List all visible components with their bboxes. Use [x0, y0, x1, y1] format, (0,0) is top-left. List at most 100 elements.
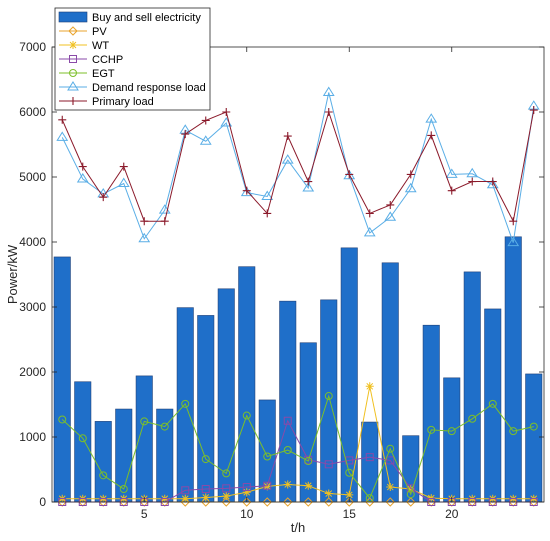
data-point: [240, 186, 253, 197]
data-point: [99, 193, 108, 202]
legend-marker: [69, 97, 77, 105]
data-point: [406, 484, 415, 493]
data-point: [222, 492, 231, 501]
legend-marker: [69, 69, 77, 77]
bar: [299, 342, 317, 503]
plot-frame: [51, 46, 545, 503]
data-point: [283, 480, 292, 489]
bar: [53, 256, 71, 503]
legend-label: WT: [92, 40, 109, 52]
data-point: [529, 422, 538, 431]
x-tick-label: 15: [343, 507, 357, 521]
data-point: [262, 497, 272, 507]
y-tick-label: 0: [39, 495, 46, 509]
data-point: [78, 162, 87, 171]
data-point: [302, 182, 315, 192]
data-point: [384, 211, 397, 221]
bar: [443, 377, 461, 503]
data-point: [281, 154, 294, 164]
data-point: [386, 200, 395, 209]
y-tick-label: 1000: [19, 430, 46, 444]
legend-marker: [67, 81, 79, 91]
data-point: [181, 130, 190, 139]
x-tick-label: 20: [445, 507, 459, 521]
data-point: [261, 190, 274, 200]
data-point: [242, 488, 251, 497]
data-point: [222, 108, 231, 116]
data-point: [201, 493, 210, 502]
data-point: [324, 460, 333, 469]
data-point: [404, 182, 417, 193]
data-point: [406, 497, 416, 507]
data-point: [283, 416, 292, 425]
series-5: [58, 106, 538, 226]
legend-entry: PV: [59, 26, 107, 38]
data-point: [427, 131, 436, 140]
x-axis-label: t/h: [291, 520, 305, 535]
legend-entry: WT: [59, 40, 109, 52]
bar: [197, 315, 215, 503]
data-point: [529, 106, 538, 115]
bar: [525, 373, 543, 503]
bar: [381, 262, 399, 503]
y-tick-label: 7000: [19, 40, 46, 54]
data-point: [56, 131, 69, 141]
data-point: [507, 236, 520, 247]
data-point: [76, 173, 89, 183]
plot-border: [51, 46, 545, 503]
data-point: [345, 490, 354, 499]
bar: [279, 300, 297, 503]
bar: [320, 299, 338, 503]
data-point: [283, 132, 292, 141]
data-point: [386, 483, 395, 492]
data-point: [363, 226, 376, 237]
data-point: [242, 483, 251, 492]
legend-label: EGT: [92, 68, 115, 80]
data-point: [304, 177, 313, 186]
data-point: [324, 497, 334, 507]
legend-entry: Demand response load: [59, 81, 206, 94]
legend-label: CCHP: [92, 54, 123, 66]
series-line: [61, 109, 535, 223]
bar: [463, 271, 481, 503]
data-point: [119, 162, 128, 171]
data-point: [58, 115, 67, 124]
data-point: [406, 485, 415, 493]
data-point: [509, 427, 518, 436]
data-point: [263, 452, 272, 461]
data-point: [199, 135, 212, 145]
data-point: [222, 469, 231, 478]
data-point: [386, 456, 395, 465]
bar: [361, 421, 379, 503]
data-point: [509, 217, 518, 226]
data-point: [365, 209, 374, 218]
bar: [484, 308, 502, 503]
legend: Buy and sell electricity PV WT CCHP EGT Deman…: [54, 7, 211, 111]
y-tick-label: 3000: [19, 300, 46, 314]
data-point: [119, 485, 128, 493]
data-point: [488, 399, 497, 408]
bar: [422, 324, 440, 503]
data-point: [242, 411, 251, 420]
bar: [238, 266, 256, 503]
data-point: [181, 494, 190, 503]
data-point: [324, 392, 333, 401]
legend-label: Buy and sell electricity: [92, 12, 201, 24]
legend-entry: CCHP: [59, 54, 123, 66]
data-point: [365, 453, 374, 462]
data-point: [140, 217, 149, 226]
data-point: [263, 481, 272, 490]
data-point: [406, 170, 415, 179]
legend-label: Demand response load: [92, 82, 206, 94]
data-point: [242, 497, 252, 507]
y-tick-label: 2000: [19, 365, 46, 379]
y-tick-label: 4000: [19, 235, 46, 249]
data-point: [181, 486, 190, 495]
legend-entry: EGT: [59, 68, 115, 80]
y-tick-label: 5000: [19, 170, 46, 184]
data-point: [221, 497, 231, 507]
data-point: [386, 444, 395, 453]
axis-ticks: 0 1000 2000 3000 4000 5000 6000 7000 5 10 15 20: [19, 40, 544, 521]
data-point: [304, 481, 313, 490]
legend-marker: [68, 26, 78, 36]
